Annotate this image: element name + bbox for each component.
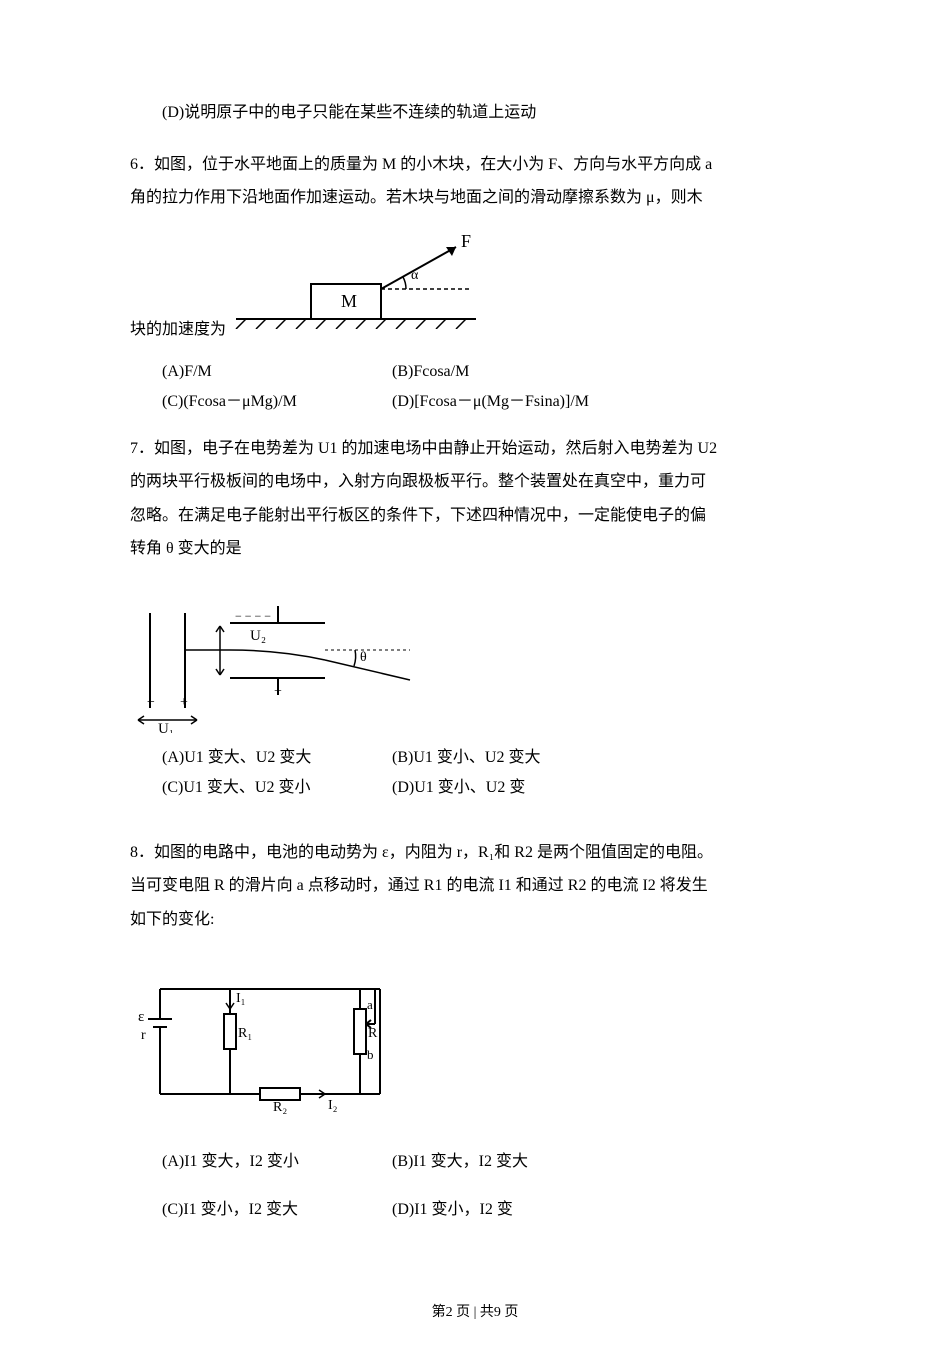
q7-option-c: (C)U1 变大、U2 变小	[162, 773, 392, 803]
q8-stem-line3: 如下的变化:	[130, 907, 820, 933]
q7-stem-line1: 7．如图，电子在电势差为 U1 的加速电场中由静止开始运动，然后射入电势差为 U…	[130, 436, 820, 462]
q8-option-c: (C)I1 变小，I2 变大	[162, 1195, 392, 1225]
q6-option-c: (C)(Fcosa－μMg)/M	[162, 387, 392, 417]
q6-option-b: (B)Fcosa/M	[392, 357, 469, 387]
q7-stem-line2: 的两块平行极板间的电场中，入射方向跟极板平行。整个装置处在真空中，重力可	[130, 469, 820, 495]
svg-text:−: −	[147, 695, 155, 710]
q7-option-d: (D)U1 变小、U2 变	[392, 773, 525, 803]
q7-stem-line3: 忽略。在满足电子能射出平行板区的条件下，下述四种情况中，一定能使电子的偏	[130, 503, 820, 529]
q7-label-theta: θ	[360, 650, 367, 665]
q6-option-a: (A)F/M	[162, 357, 392, 387]
q8-option-d: (D)I1 变小，I2 变	[392, 1195, 513, 1225]
q6-label-M: M	[341, 291, 357, 311]
q8-label-b: b	[367, 1047, 374, 1062]
q8-stem-line1: 8．如图的电路中，电池的电动势为 ε，内阻为 r，R₁和 R2 是两个阻值固定的…	[130, 840, 820, 866]
q8-label-r: r	[141, 1028, 146, 1043]
q7-option-b: (B)U1 变小、U2 变大	[392, 743, 540, 773]
q6-stem-line3-prefix: 块的加速度为	[130, 315, 226, 339]
q6-stem-line2: 角的拉力作用下沿地面作加速运动。若木块与地面之间的滑动摩擦系数为 μ，则木	[130, 185, 820, 211]
q6-label-alpha: α	[411, 268, 419, 283]
q8-label-I2: I₂	[328, 1098, 338, 1113]
svg-text:+: +	[274, 684, 282, 699]
q8-option-b: (B)I1 变大，I2 变大	[392, 1147, 528, 1177]
q8-option-a: (A)I1 变大，I2 变小	[162, 1147, 392, 1177]
q8-label-a: a	[367, 997, 373, 1012]
q8-label-R2: R₂	[273, 1100, 287, 1115]
svg-text:+: +	[180, 695, 188, 710]
q6-figure: M F α	[226, 229, 486, 329]
q7-option-a: (A)U1 变大、U2 变大	[162, 743, 392, 773]
q6-label-F: F	[461, 231, 471, 251]
q8-stem-line2: 当可变电阻 R 的滑片向 a 点移动时，通过 R1 的电流 I1 和通过 R2 …	[130, 873, 820, 899]
q8-label-R1: R₁	[238, 1026, 252, 1041]
q7-figure: − + U₁ − − − − + U₂	[130, 598, 820, 733]
q8-figure: I₁ I₂ ε r R₁ R₂ R a b	[130, 969, 820, 1119]
q7-label-U2: U₂	[250, 628, 266, 644]
q7-label-U1: U₁	[158, 721, 174, 733]
q6-stem-line1: 6．如图，位于水平地面上的质量为 M 的小木块，在大小为 F、方向与水平方向成 …	[130, 152, 820, 178]
q8-label-eps: ε	[138, 1009, 144, 1025]
q7-stem-line4: 转角 θ 变大的是	[130, 536, 820, 562]
q6-option-d: (D)[Fcosa－μ(Mg－Fsina)]/M	[392, 387, 589, 417]
q8-label-I1: I₁	[236, 991, 246, 1006]
page-footer: 第2 页 | 共9 页	[0, 1301, 950, 1321]
q8-label-R: R	[368, 1026, 378, 1041]
svg-text:− − − −: − − − −	[235, 609, 271, 623]
q5-option-d: (D)说明原子中的电子只能在某些不连续的轨道上运动	[130, 100, 820, 126]
